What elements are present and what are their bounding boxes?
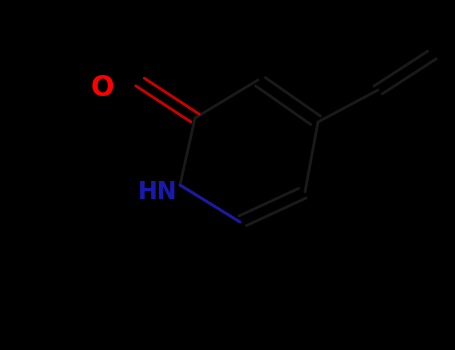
Text: O: O	[90, 74, 114, 102]
Text: HN: HN	[138, 180, 178, 204]
